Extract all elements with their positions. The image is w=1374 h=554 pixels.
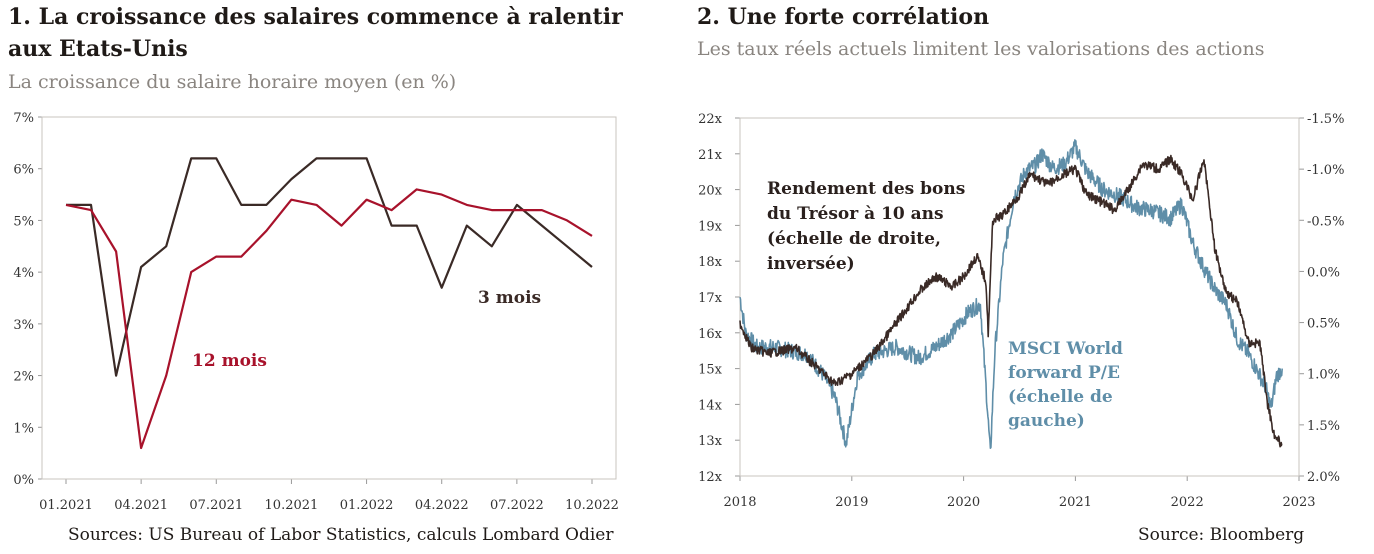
y-right-tick-label: -1.0% [1307,163,1344,178]
y-left-tick-label: 12x [698,470,723,485]
y-right-tick-label: 2.0% [1307,470,1340,485]
x-tick-label: 10.2021 [265,498,319,513]
x-tick-label: 04.2021 [114,498,168,513]
series-line-msci-world-pe [739,139,1283,450]
y-tick-label: 2% [13,370,34,385]
left-chart-subtitle: La croissance du salaire horaire moyen (… [8,71,457,93]
series-line-3-mois [66,157,593,377]
plot-frame [739,117,1300,477]
y-right-tick-label: 0.5% [1307,317,1340,332]
right-chart-subtitle: Les taux réels actuels limitent les valo… [697,38,1265,60]
left-chart-source: Sources: US Bureau of Labor Statistics, … [68,525,614,545]
y-left-tick-label: 20x [698,184,723,199]
x-tick-label: 2023 [1282,495,1315,510]
series-label-12-mois: 12 mois [192,351,267,371]
x-tick-label: 2022 [1171,495,1204,510]
right-chart-title: 2. Une forte corrélation [697,4,990,30]
series-line-treasury-yield [739,154,1283,448]
y-tick-label: 5% [13,214,34,229]
annotation-msci-line-4: gauche) [1008,411,1085,431]
x-tick-label: 01.2022 [340,498,394,513]
y-left-tick-label: 17x [698,291,723,306]
y-tick-label: 6% [13,163,34,178]
y-tick-label: 0% [13,473,34,488]
annotation-treasury-line-2: du Trésor à 10 ans [767,204,944,224]
series-line-12-mois [65,188,593,450]
x-tick-label: 01.2021 [39,498,93,513]
y-right-tick-label: 0.0% [1307,265,1340,280]
x-tick-label: 07.2022 [490,498,544,513]
wage-growth-chart: 0% 1% 2% 3% 4% 5% 6% 7% 01.2021 04.2021 07.2021 10… [13,111,619,513]
x-tick-label: 2018 [723,495,756,510]
y-right-tick-label: -0.5% [1307,214,1344,229]
y-right-tick-label: -1.5% [1307,112,1344,127]
annotation-treasury-line-4: inversée) [767,254,855,274]
annotation-msci-line-1: MSCI World [1008,339,1123,359]
y-left-tick-label: 15x [698,363,723,378]
y-tick-label: 7% [13,111,34,126]
y-right-tick-label: 1.5% [1307,419,1340,434]
series-label-3-mois: 3 mois [478,288,541,308]
y-left-tick-label: 18x [698,255,723,270]
y-tick-label: 4% [13,266,34,281]
y-left-tick-label: 16x [698,327,723,342]
annotation-msci-line-2: forward P/E [1008,363,1120,383]
x-tick-label: 07.2021 [189,498,243,513]
annotation-msci-line-3: (échelle de [1008,387,1113,407]
annotation-treasury-line-1: Rendement des bons [767,179,965,199]
y-left-tick-label: 19x [698,219,723,234]
correlation-chart: 22x 21x 20x 19x 18x 17x 16x 15x 14x 13x 12x -1.5% -… [698,112,1344,510]
x-tick-label: 10.2022 [565,498,619,513]
x-tick-label: 2021 [1059,495,1092,510]
y-left-tick-label: 14x [698,398,723,413]
x-tick-label: 04.2022 [415,498,469,513]
y-right-tick-label: 1.0% [1307,368,1340,383]
right-chart-source: Source: Bloomberg [1138,525,1305,545]
left-chart-title: 1. La croissance des salaires commence à… [8,4,623,62]
plot-frame [41,116,617,480]
y-tick-label: 1% [13,421,34,436]
x-tick-label: 2019 [835,495,868,510]
y-left-tick-label: 22x [698,112,723,127]
y-tick-label: 3% [13,318,34,333]
y-left-tick-label: 13x [698,434,723,449]
annotation-treasury-line-3: (échelle de droite, [767,229,941,249]
y-left-tick-label: 21x [698,148,723,163]
x-tick-label: 2020 [947,495,980,510]
